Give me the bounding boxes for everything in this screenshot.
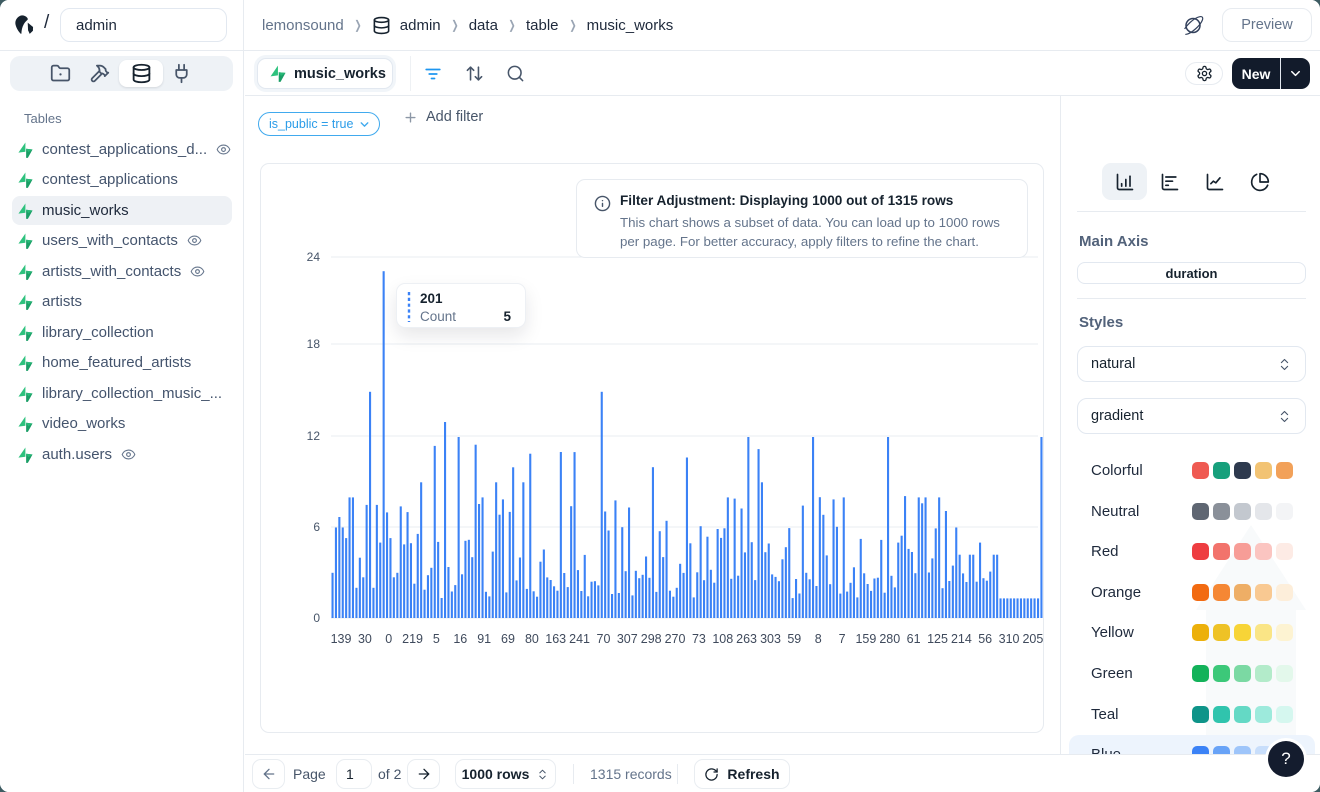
- svg-text:30: 30: [358, 632, 372, 646]
- svg-text:12: 12: [307, 429, 321, 443]
- svg-text:163: 163: [545, 632, 566, 646]
- svg-text:280: 280: [879, 632, 900, 646]
- svg-text:303: 303: [760, 632, 781, 646]
- svg-text:24: 24: [307, 250, 321, 264]
- svg-text:310: 310: [999, 632, 1020, 646]
- svg-text:205: 205: [1022, 632, 1043, 646]
- svg-text:214: 214: [951, 632, 972, 646]
- svg-text:270: 270: [665, 632, 686, 646]
- svg-text:16: 16: [453, 632, 467, 646]
- svg-text:6: 6: [313, 520, 320, 534]
- svg-text:0: 0: [385, 632, 392, 646]
- svg-text:263: 263: [736, 632, 757, 646]
- svg-text:298: 298: [641, 632, 662, 646]
- svg-text:241: 241: [569, 632, 590, 646]
- svg-text:159: 159: [855, 632, 876, 646]
- svg-text:307: 307: [617, 632, 638, 646]
- svg-text:56: 56: [978, 632, 992, 646]
- svg-text:91: 91: [477, 632, 491, 646]
- svg-text:139: 139: [331, 632, 352, 646]
- svg-text:7: 7: [839, 632, 846, 646]
- svg-text:125: 125: [927, 632, 948, 646]
- svg-text:5: 5: [433, 632, 440, 646]
- svg-text:69: 69: [501, 632, 515, 646]
- svg-text:61: 61: [907, 632, 921, 646]
- svg-text:0: 0: [313, 611, 320, 625]
- svg-text:59: 59: [787, 632, 801, 646]
- svg-text:219: 219: [402, 632, 423, 646]
- svg-text:80: 80: [525, 632, 539, 646]
- svg-text:70: 70: [597, 632, 611, 646]
- svg-text:108: 108: [712, 632, 733, 646]
- svg-text:18: 18: [307, 337, 321, 351]
- svg-text:8: 8: [815, 632, 822, 646]
- svg-text:73: 73: [692, 632, 706, 646]
